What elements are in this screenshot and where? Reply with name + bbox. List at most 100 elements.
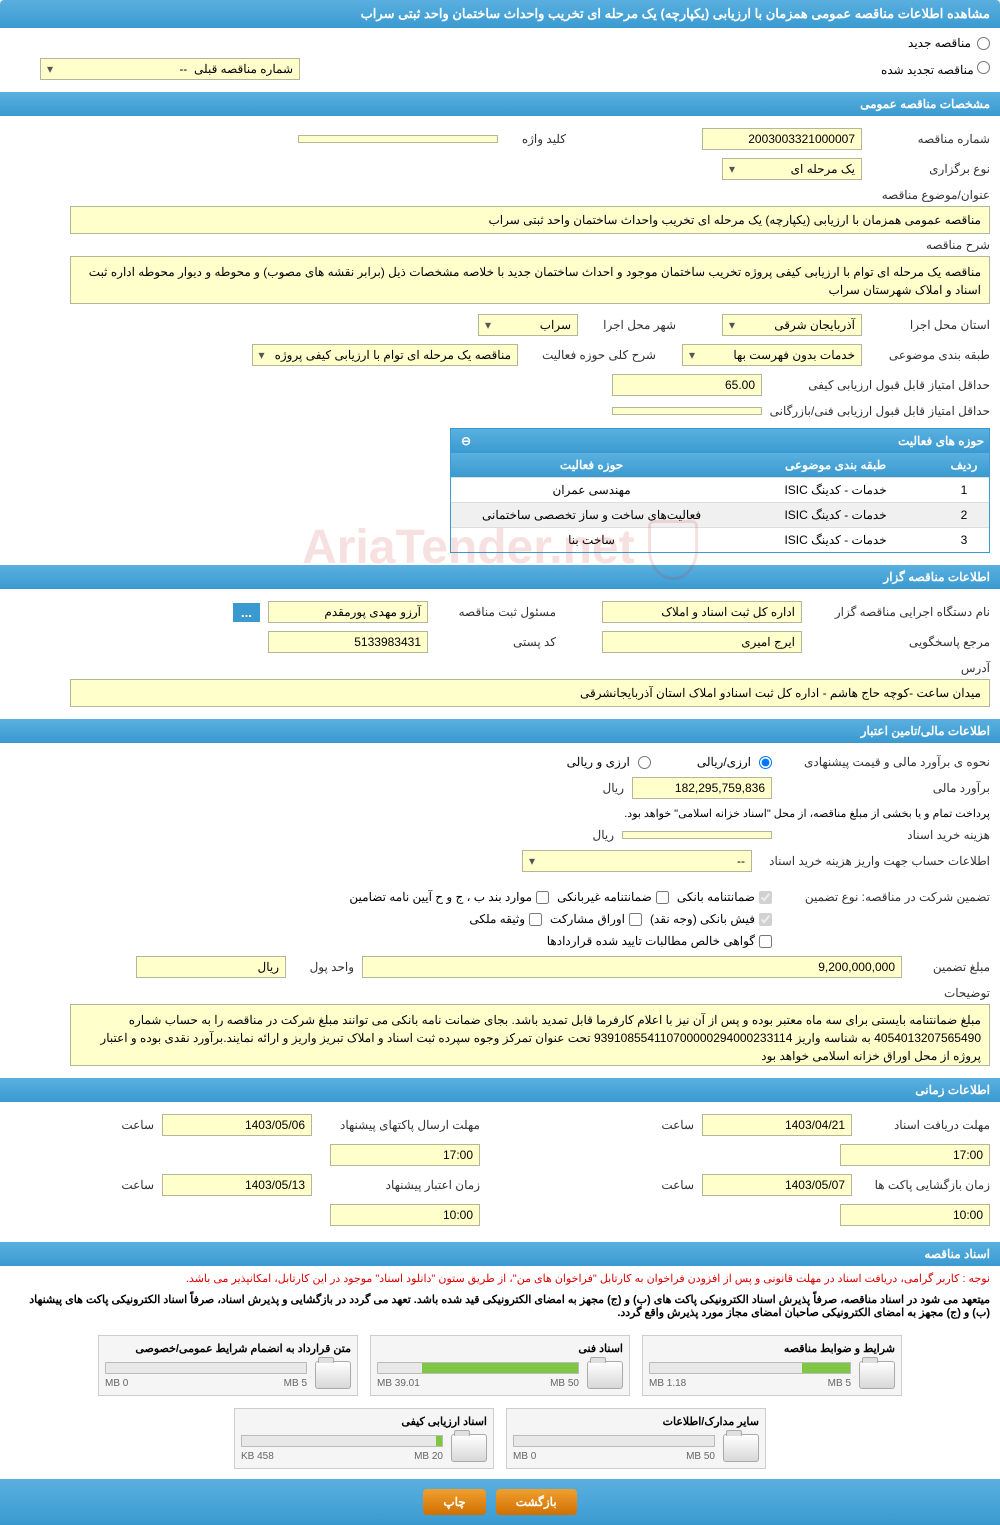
doc-total: 5 MB (284, 1378, 307, 1389)
category-dropdown[interactable]: خدمات بدون فهرست بها (682, 344, 862, 366)
subject-label: عنوان/موضوع مناقصه (870, 188, 990, 202)
exec-value: اداره کل ثبت اسناد و املاک (602, 601, 802, 623)
category-label: طبقه بندی موضوعی (870, 348, 990, 362)
docs-note-black: میتعهد می شود در اسناد مناقصه، صرفاً پذی… (0, 1291, 1000, 1325)
section-general-body: شماره مناقصه 2003003321000007 کلید واژه … (0, 116, 1000, 561)
doc-used: 39.01 MB (377, 1378, 420, 1389)
prev-tender-label: شماره مناقصه قبلی -- (179, 62, 293, 76)
doc-card[interactable]: متن قرارداد به انضمام شرایط عمومی/خصوصی … (98, 1335, 358, 1396)
doc-card-title: متن قرارداد به انضمام شرایط عمومی/خصوصی (105, 1342, 351, 1355)
doc-card[interactable]: اسناد فنی 50 MB 39.01 MB (370, 1335, 630, 1396)
opening-date: 1403/05/07 (702, 1174, 852, 1196)
row-cat: خدمات - کدینگ ISIC (727, 483, 944, 497)
chk-certified[interactable] (759, 935, 772, 948)
chk-bank (759, 891, 772, 904)
progress-bar (105, 1362, 307, 1374)
province-dropdown[interactable]: آذربایجان شرقی (722, 314, 862, 336)
radio-currency-both[interactable] (638, 756, 651, 769)
radio-currency-both-label: ارزی و ریالی (567, 755, 630, 769)
chk-property[interactable] (529, 913, 542, 926)
doc-total: 50 MB (550, 1378, 579, 1389)
docs-note-red: نوجه : کاربر گرامی، دریافت اسناد در مهلت… (0, 1266, 1000, 1291)
notes-label: توضیحات (910, 986, 990, 1000)
tender-status-row2: مناقصه تجدید شده شماره مناقصه قبلی -- (0, 58, 1000, 88)
chk-shares[interactable] (629, 913, 642, 926)
chk-bond[interactable] (536, 891, 549, 904)
doc-total: 50 MB (686, 1451, 715, 1462)
doc-deadline-date: 1403/04/21 (702, 1114, 852, 1136)
doc-deadline-label: مهلت دریافت اسناد (860, 1118, 990, 1132)
province-label: استان محل اجرا (870, 318, 990, 332)
progress-bar (241, 1435, 443, 1447)
city-dropdown[interactable]: سراب (478, 314, 578, 336)
notes-box: مبلغ ضمانتنامه بایستی برای سه ماه معتبر … (70, 1004, 990, 1066)
type-dropdown[interactable]: یک مرحله ای (722, 158, 862, 180)
keyword-input[interactable] (298, 135, 498, 143)
col-row: ردیف (944, 458, 984, 472)
folder-icon (587, 1361, 623, 1389)
activity-desc-label: شرح کلی حوزه فعالیت (526, 348, 656, 362)
back-button[interactable]: بازگشت (496, 1489, 577, 1515)
subject-box: مناقصه عمومی همزمان با ارزیابی (یکپارچه)… (70, 206, 990, 234)
doc-card-title: اسناد فنی (377, 1342, 623, 1355)
section-org-body: نام دستگاه اجرایی مناقصه گزار اداره کل ث… (0, 589, 1000, 715)
section-finance-header: اطلاعات مالی/تامین اعتبار (0, 719, 1000, 743)
section-docs-header: اسناد مناقصه (0, 1242, 1000, 1266)
proposal-deadline-time: 17:00 (330, 1144, 480, 1166)
validity-time: 10:00 (330, 1204, 480, 1226)
button-bar: بازگشت چاپ (0, 1479, 1000, 1525)
contact-value: ایرج امیری (602, 631, 802, 653)
collapse-icon[interactable]: ⊖ (456, 434, 476, 448)
validity-date: 1403/05/13 (162, 1174, 312, 1196)
time-label-1: ساعت (654, 1118, 694, 1132)
tender-status-row: مناقصه جدید (0, 28, 1000, 58)
doc-card[interactable]: شرایط و ضوابط مناقصه 5 MB1.18 MB (642, 1335, 902, 1396)
doc-cards-container: شرایط و ضوابط مناقصه 5 MB1.18 MB اسناد ف… (0, 1325, 1000, 1479)
activities-table: حوزه های فعالیت ⊖ ردیف طبقه بندی موضوعی … (450, 428, 990, 553)
doc-total: 5 MB (828, 1378, 851, 1389)
opening-label: زمان بازگشایی پاکت ها (860, 1178, 990, 1192)
time-label-4: ساعت (114, 1178, 154, 1192)
guarantee-amount-label: مبلغ تضمین (910, 960, 990, 974)
row-n: 2 (944, 508, 984, 522)
guarantee-label: تضمین شرکت در مناقصه: نوع تضمین (780, 890, 990, 904)
radio-renewed-tender-label: مناقصه تجدید شده (881, 63, 974, 77)
doc-used: 0 MB (513, 1451, 536, 1462)
radio-renewed-tender[interactable] (977, 61, 990, 74)
estimate-value: 182,295,759,836 (632, 777, 772, 799)
col-category: طبقه بندی موضوعی (727, 458, 944, 472)
address-label: آدرس (810, 661, 990, 675)
purchase-cost-label: هزینه خرید اسناد (780, 828, 990, 842)
folder-icon (315, 1361, 351, 1389)
postal-label: کد پستی (436, 635, 556, 649)
contact-label: مرجع پاسخگویی (810, 635, 990, 649)
desc-box: مناقصه یک مرحله ای توام با ارزیابی کیفی … (70, 256, 990, 304)
time-label-2: ساعت (654, 1178, 694, 1192)
radio-new-tender[interactable] (977, 37, 990, 50)
doc-card-title: اسناد ارزیابی کیفی (241, 1415, 487, 1428)
unit-value: ریال (136, 956, 286, 978)
chk-nonbank[interactable] (656, 891, 669, 904)
print-button[interactable]: چاپ (423, 1489, 485, 1515)
more-button[interactable]: ... (233, 603, 260, 622)
activities-table-head: حوزه های فعالیت ⊖ (451, 429, 989, 453)
doc-card[interactable]: سایر مدارک/اطلاعات 50 MB0 MB (506, 1408, 766, 1469)
purchase-cost-value[interactable] (622, 831, 772, 839)
col-field: حوزه فعالیت (456, 458, 727, 472)
row-n: 3 (944, 533, 984, 547)
activity-desc-dropdown[interactable]: مناقصه یک مرحله ای توام با ارزیابی کیفی … (252, 344, 518, 366)
method-label: نحوه ی برآورد مالی و قیمت پیشنهادی (780, 755, 990, 769)
folder-icon (723, 1434, 759, 1462)
keyword-label: کلید واژه (506, 132, 566, 146)
doc-card[interactable]: اسناد ارزیابی کیفی 20 MB458 KB (234, 1408, 494, 1469)
radio-currency-rial[interactable] (759, 756, 772, 769)
page-title: مشاهده اطلاعات مناقصه عمومی همزمان با ار… (0, 0, 1000, 28)
chk-cash-label: فیش بانکی (وجه نقد) (650, 912, 755, 926)
doc-deadline-time: 17:00 (840, 1144, 990, 1166)
prev-tender-dropdown[interactable]: شماره مناقصه قبلی -- (40, 58, 300, 80)
chk-property-label: وثیقه ملکی (469, 912, 525, 926)
activities-table-title: حوزه های فعالیت (476, 434, 984, 448)
rial-label: ریال (602, 781, 624, 795)
account-info-dropdown[interactable]: -- (522, 850, 752, 872)
proposal-deadline-label: مهلت ارسال پاکتهای پیشنهاد (320, 1118, 480, 1132)
